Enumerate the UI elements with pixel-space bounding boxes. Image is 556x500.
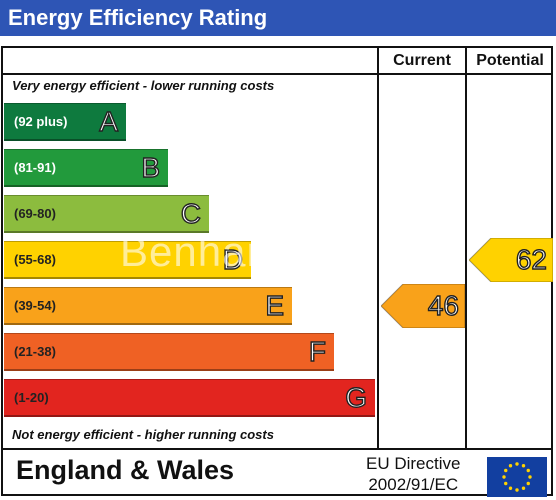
eu-directive-line1: EU Directive — [366, 454, 461, 473]
eu-directive-line2: 2002/91/EC — [368, 475, 459, 494]
band-letter: C — [180, 197, 202, 229]
potential-column-divider — [465, 46, 467, 450]
band-letter: F — [308, 335, 327, 367]
potential-rating-arrow: 62 — [469, 238, 553, 282]
band-letter: B — [141, 151, 161, 183]
band-range-label: (55-68) — [14, 252, 56, 267]
potential-column-header: Potential — [476, 52, 544, 69]
band-range-label: (81-91) — [14, 160, 56, 175]
current-rating-value: 46 — [427, 289, 460, 321]
current-column-header: Current — [393, 52, 451, 69]
footer-divider — [1, 448, 553, 450]
band-letter: E — [265, 289, 285, 321]
chart-title: Energy Efficiency Rating — [8, 5, 268, 30]
header-bar: Energy Efficiency Rating — [0, 0, 556, 36]
efficient-note: Very energy efficient - lower running co… — [12, 78, 275, 93]
band-letter: D — [222, 243, 244, 275]
rating-band-e: (39-54) E — [4, 287, 292, 325]
inefficient-note: Not energy efficient - higher running co… — [12, 427, 274, 442]
rating-band-a: (92 plus) A — [4, 103, 126, 141]
potential-rating-value: 62 — [515, 243, 548, 275]
rating-band-g: (1-20) G — [4, 379, 375, 417]
band-range-label: (21-38) — [14, 344, 56, 359]
current-column-divider — [377, 46, 379, 450]
region-label: England & Wales — [16, 455, 235, 485]
band-letter: A — [99, 105, 119, 137]
eu-flag-icon — [487, 457, 547, 497]
eu-directive: EU Directive 2002/91/EC — [366, 453, 460, 495]
band-range-label: (69-80) — [14, 206, 56, 221]
band-range-label: (92 plus) — [14, 114, 68, 129]
rating-band-f: (21-38) F — [4, 333, 334, 371]
current-rating-arrow: 46 — [381, 284, 465, 328]
band-range-label: (1-20) — [14, 390, 49, 405]
band-letter: G — [345, 381, 368, 413]
rating-band-c: (69-80) C — [4, 195, 209, 233]
header-divider — [1, 73, 553, 75]
band-range-label: (39-54) — [14, 298, 56, 313]
rating-band-b: (81-91) B — [4, 149, 168, 187]
rating-band-d: (55-68) D — [4, 241, 251, 279]
